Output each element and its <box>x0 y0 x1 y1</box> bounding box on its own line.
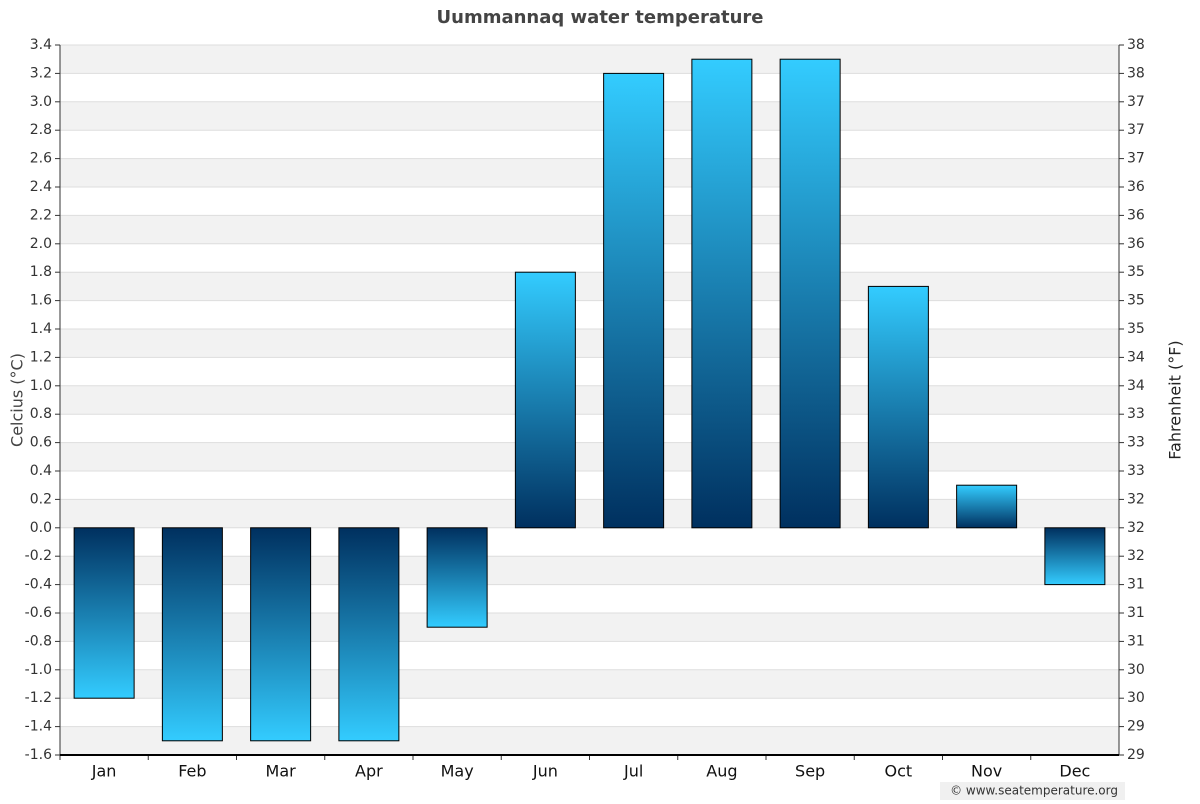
y-tick-label: -0.6 <box>25 605 52 621</box>
y-tick-label: 2.4 <box>30 179 52 195</box>
y-tick-label: -1.2 <box>25 690 52 706</box>
y2-tick-label: 33 <box>1127 406 1145 422</box>
y2-tick-label: 36 <box>1127 179 1145 195</box>
y2-tick-label: 37 <box>1127 122 1145 138</box>
y2-tick-label: 38 <box>1127 65 1145 81</box>
y2-tick-label: 35 <box>1127 321 1145 337</box>
y2-tick-label: 35 <box>1127 264 1145 280</box>
grid-stripe <box>60 613 1119 642</box>
bar <box>956 484 1018 529</box>
y2-tick-label: 32 <box>1127 548 1145 564</box>
y2-tick-label: 34 <box>1127 349 1145 365</box>
y-tick-label: 0.4 <box>30 463 52 479</box>
y-tick-label: 1.4 <box>30 321 52 337</box>
bar <box>779 58 841 529</box>
x-tick-label: May <box>441 762 474 781</box>
grid-stripe <box>60 499 1119 528</box>
y2-tick-label: 32 <box>1127 491 1145 507</box>
y-tick-label: -0.4 <box>25 577 52 593</box>
y-tick-label: -0.2 <box>25 548 52 564</box>
y-tick-label: 0.2 <box>30 491 52 507</box>
y2-tick-label: 31 <box>1127 577 1145 593</box>
grid-stripe <box>60 442 1119 471</box>
grid-stripe <box>60 45 1119 74</box>
y-tick-label: 3.2 <box>30 65 52 81</box>
bar <box>338 527 400 742</box>
y2-tick-label: 29 <box>1127 747 1145 763</box>
bar <box>73 527 135 699</box>
y2-tick-label: 38 <box>1127 37 1145 53</box>
grid-stripe <box>60 556 1119 585</box>
y2-axis-label: Fahrenheit (°F) <box>1166 340 1185 459</box>
bar <box>691 58 753 529</box>
y-tick-label: 1.2 <box>30 349 52 365</box>
bar <box>250 527 312 742</box>
y-tick-label: 2.8 <box>30 122 52 138</box>
y-tick-label: -1.6 <box>25 747 52 763</box>
plot-area: 3.4 3.2 3.0 2.8 2.6 2.4 2.2 2.0 1.8 1.6 1.4 1.2 1.0 0… <box>25 37 1145 781</box>
y2-tick-label: 35 <box>1127 293 1145 309</box>
x-tick-label: Feb <box>178 762 206 781</box>
bar <box>1044 527 1106 586</box>
bar <box>161 527 223 742</box>
y-tick-label: 1.6 <box>30 293 52 309</box>
x-tick-label: Jul <box>623 762 643 781</box>
y2-tick-label: 36 <box>1127 207 1145 223</box>
x-tick-label: Sep <box>795 762 825 781</box>
chart-title: Uummannaq water temperature <box>437 7 764 28</box>
y-tick-label: 3.0 <box>30 94 52 110</box>
grid-stripe <box>60 215 1119 244</box>
y2-tick-label: 30 <box>1127 662 1145 678</box>
y-tick-label: 3.4 <box>30 37 52 53</box>
y-tick-label: 0.8 <box>30 406 52 422</box>
y2-tick-label: 33 <box>1127 463 1145 479</box>
y-tick-label: -1.4 <box>25 719 52 735</box>
y-tick-label: 2.6 <box>30 151 52 167</box>
grid-stripe <box>60 385 1119 415</box>
credit-box <box>940 782 1125 800</box>
y2-tick-label: 33 <box>1127 435 1145 451</box>
x-tick-label: Mar <box>266 762 297 781</box>
y2-tick-label: 37 <box>1127 94 1145 110</box>
y-tick-label: 2.0 <box>30 236 52 252</box>
y2-tick-label: 30 <box>1127 690 1145 706</box>
y-tick-label: 1.0 <box>30 378 52 394</box>
grid-stripe <box>60 101 1119 131</box>
x-tick-label: Apr <box>355 762 383 781</box>
grid-stripe <box>60 726 1119 755</box>
grid-stripe <box>60 669 1119 699</box>
x-tick-label: Dec <box>1059 762 1090 781</box>
y2-tick-label: 31 <box>1127 605 1145 621</box>
y2-tick-label: 37 <box>1127 151 1145 167</box>
x-tick-label: Nov <box>971 762 1002 781</box>
y-tick-label: -0.8 <box>25 633 52 649</box>
y2-tick-label: 29 <box>1127 719 1145 735</box>
y2-tick-label: 34 <box>1127 378 1145 394</box>
y2-tick-label: 31 <box>1127 633 1145 649</box>
x-tick-label: Jun <box>532 762 558 781</box>
bar <box>867 285 929 529</box>
y-tick-label: 1.8 <box>30 264 52 280</box>
y-tick-label: -1.0 <box>25 662 52 678</box>
x-tick-label: Oct <box>885 762 913 781</box>
grid-stripe <box>60 158 1119 187</box>
y-tick-label: 0.6 <box>30 435 52 451</box>
y-tick-label: 0.0 <box>30 520 52 536</box>
bar <box>426 527 488 628</box>
bar <box>514 271 576 529</box>
grid-stripe <box>60 272 1119 301</box>
y2-tick-label: 36 <box>1127 236 1145 252</box>
x-tick-label: Jan <box>91 762 117 781</box>
x-tick-label: Aug <box>706 762 737 781</box>
bar <box>603 72 665 529</box>
grid-stripe <box>60 329 1119 358</box>
y-tick-label: 2.2 <box>30 207 52 223</box>
credit: © www.seatemperature.org <box>950 784 1118 798</box>
y-axis-label: Celcius (°C) <box>8 353 27 447</box>
y2-tick-label: 32 <box>1127 520 1145 536</box>
